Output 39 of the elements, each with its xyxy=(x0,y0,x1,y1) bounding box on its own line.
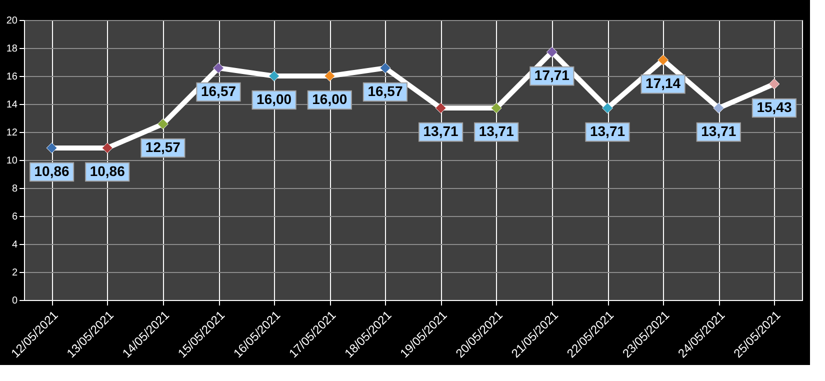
y-tick-label: 8 xyxy=(12,184,18,194)
y-tick-label: 10 xyxy=(6,156,18,166)
point xyxy=(768,78,780,90)
y-tick-label: 16 xyxy=(6,72,18,82)
point xyxy=(157,118,168,130)
y-tick-label: 2 xyxy=(12,268,18,278)
data-label: 15,43 xyxy=(756,98,792,115)
y-tick-label: 12 xyxy=(6,128,18,138)
data-label: 12,57 xyxy=(145,139,181,156)
point xyxy=(658,54,669,66)
point xyxy=(602,102,613,114)
point xyxy=(435,102,446,114)
data-label: 10,86 xyxy=(34,162,70,179)
y-tick-label: 20 xyxy=(6,16,18,26)
point xyxy=(490,102,502,114)
data-label: 16,57 xyxy=(368,83,403,100)
y-tick-label: 18 xyxy=(6,44,18,54)
data-label: 17,14 xyxy=(646,75,681,92)
point xyxy=(46,142,58,154)
y-tick-label: 14 xyxy=(6,100,18,110)
point xyxy=(546,46,558,58)
y-tick-label: 4 xyxy=(12,240,18,250)
data-label: 13,71 xyxy=(478,123,514,140)
data-label: 13,71 xyxy=(423,123,459,140)
data-label: 13,71 xyxy=(590,123,626,140)
point xyxy=(380,62,391,74)
data-label: 10,86 xyxy=(90,162,126,179)
point xyxy=(102,142,113,154)
data-label: 17,71 xyxy=(534,67,570,84)
y-tick-label: 0 xyxy=(12,296,18,306)
data-label: 16,00 xyxy=(256,91,292,107)
y-tick-label: 6 xyxy=(12,212,18,222)
point xyxy=(213,62,224,74)
point xyxy=(268,70,280,82)
data-label: 13,71 xyxy=(701,123,736,140)
point xyxy=(713,102,724,114)
data-label: 16,00 xyxy=(312,91,348,107)
point xyxy=(324,70,336,82)
data-label: 16,57 xyxy=(200,83,236,100)
